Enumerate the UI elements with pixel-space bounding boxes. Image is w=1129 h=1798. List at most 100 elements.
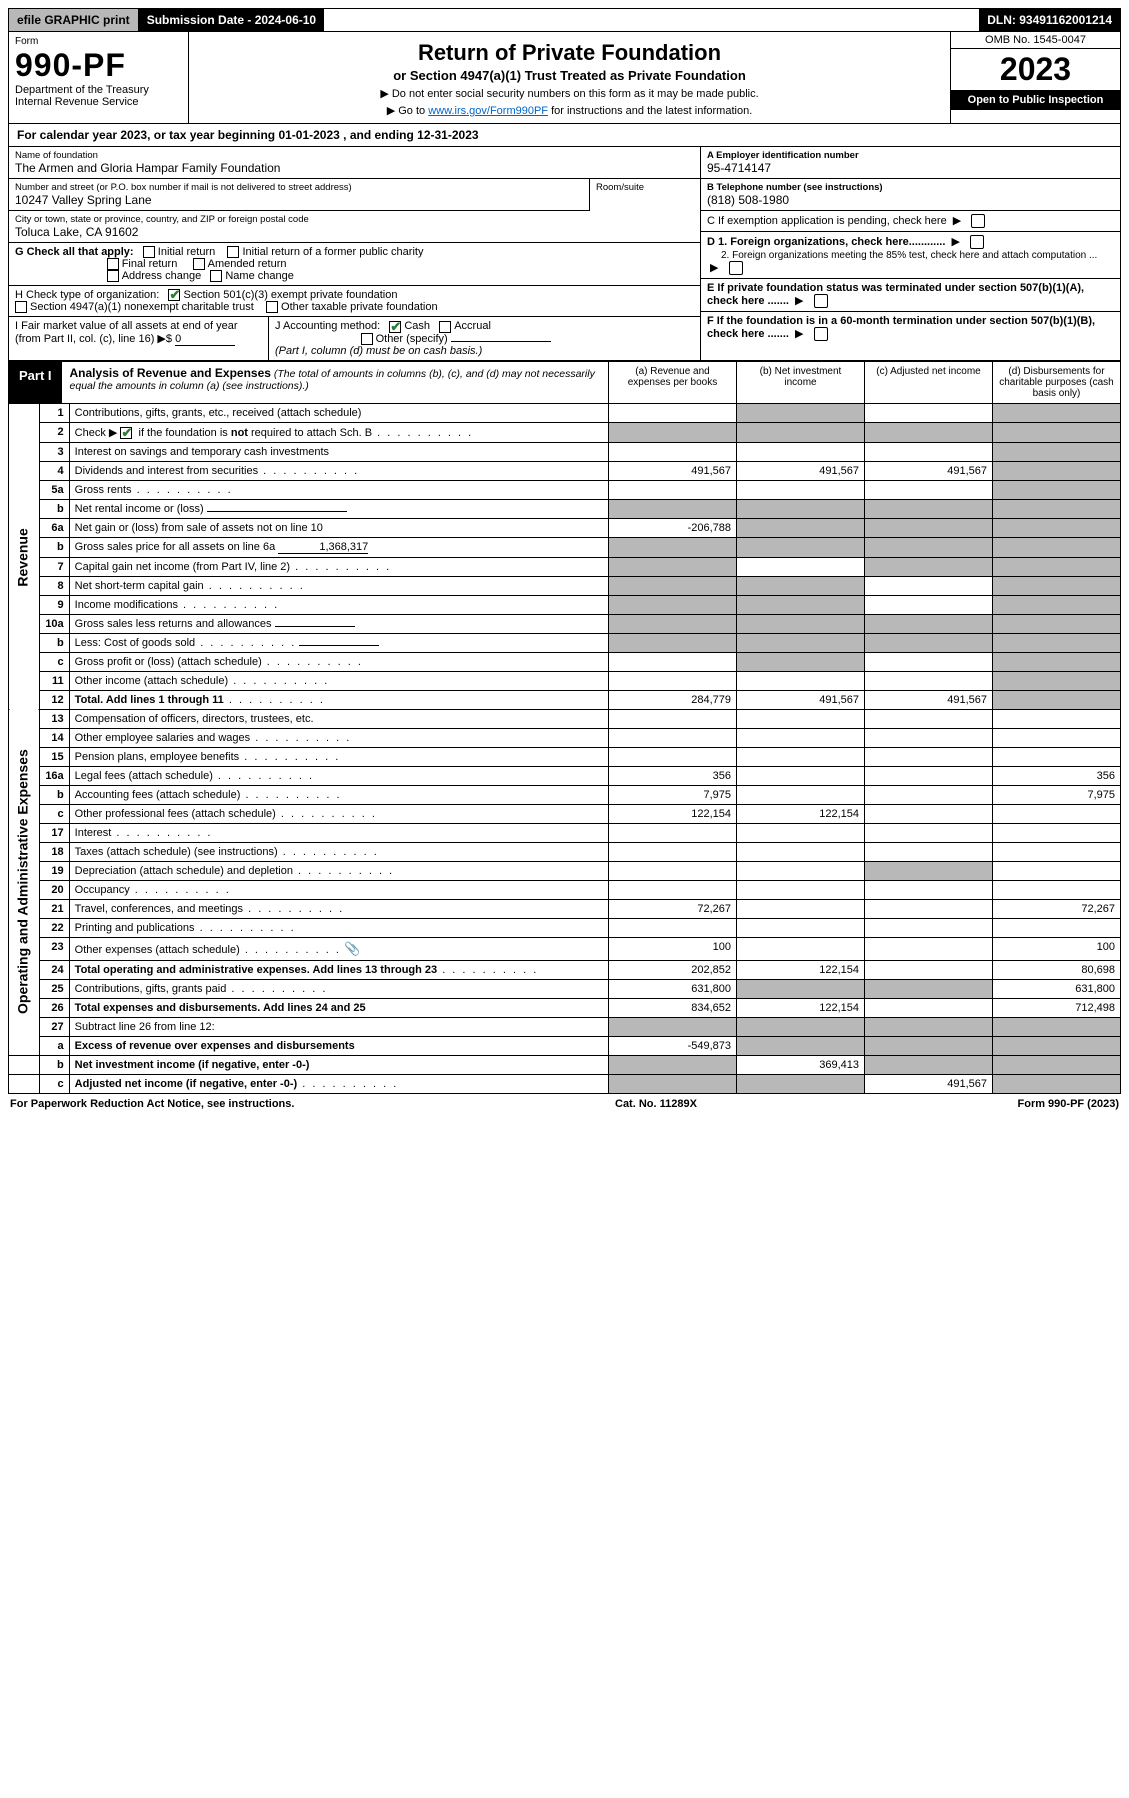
efile-badge[interactable]: efile GRAPHIC print [9, 9, 139, 31]
chk-e[interactable] [814, 294, 828, 308]
v16b-d: 7,975 [993, 785, 1121, 804]
chk-cash[interactable] [389, 321, 401, 333]
footer-right: Form 990-PF (2023) [1018, 1098, 1119, 1110]
opt-other: Other (specify) [376, 333, 448, 345]
footer-left: For Paperwork Reduction Act Notice, see … [10, 1098, 294, 1110]
revenue-sidelabel: Revenue [9, 404, 40, 710]
line-20: Occupancy [69, 880, 608, 899]
footer-mid: Cat. No. 11289X [615, 1098, 697, 1110]
top-bar: efile GRAPHIC print Submission Date - 20… [8, 8, 1121, 32]
chk-initial-former[interactable] [227, 246, 239, 258]
line-27b: Net investment income (if negative, ente… [69, 1055, 608, 1074]
line-27c: Adjusted net income (if negative, enter … [69, 1074, 608, 1093]
line-5a: Gross rents [69, 480, 608, 499]
line-7: Capital gain net income (from Part IV, l… [69, 557, 608, 576]
v24d: 80,698 [993, 960, 1121, 979]
line-17: Interest [69, 823, 608, 842]
col-b-hdr: (b) Net investment income [736, 362, 864, 403]
opt-other-tax: Other taxable private foundation [281, 301, 438, 313]
j-note: (Part I, column (d) must be on cash basi… [275, 345, 482, 357]
form-note1: ▶ Do not enter social security numbers o… [197, 87, 942, 100]
line-19: Depreciation (attach schedule) and deple… [69, 861, 608, 880]
chk-other-method[interactable] [361, 333, 373, 345]
chk-f[interactable] [814, 327, 828, 341]
v12a: 284,779 [609, 690, 737, 709]
chk-d2[interactable] [729, 261, 743, 275]
v24b: 122,154 [737, 960, 865, 979]
opt-cash: Cash [404, 320, 430, 332]
line-21: Travel, conferences, and meetings [69, 899, 608, 918]
room-label: Room/suite [596, 182, 694, 193]
line-14: Other employee salaries and wages [69, 728, 608, 747]
v23a: 100 [609, 937, 737, 960]
v16a-d: 356 [993, 766, 1121, 785]
col-d-hdr: (d) Disbursements for charitable purpose… [992, 362, 1120, 403]
phone-label: B Telephone number (see instructions) [707, 182, 883, 193]
opt-501c3: Section 501(c)(3) exempt private foundat… [183, 289, 397, 301]
name-label: Name of foundation [15, 150, 694, 161]
form-label: Form [15, 36, 182, 47]
opt-4947: Section 4947(a)(1) nonexempt charitable … [30, 301, 254, 313]
v25d: 631,800 [993, 979, 1121, 998]
page-footer: For Paperwork Reduction Act Notice, see … [8, 1094, 1121, 1114]
chk-c[interactable] [971, 214, 985, 228]
attachment-icon[interactable]: 📎 [344, 941, 360, 957]
line-11: Other income (attach schedule) [69, 671, 608, 690]
v26a: 834,652 [609, 998, 737, 1017]
opt-name: Name change [225, 270, 294, 282]
opt-accrual: Accrual [454, 320, 491, 332]
chk-d1[interactable] [970, 235, 984, 249]
city-label: City or town, state or province, country… [15, 214, 694, 225]
v25a: 631,800 [609, 979, 737, 998]
opt-initial-former: Initial return of a former public charit… [242, 246, 423, 258]
line-25: Contributions, gifts, grants paid [69, 979, 608, 998]
c-label: C If exemption application is pending, c… [707, 215, 947, 227]
form990pf-link[interactable]: www.irs.gov/Form990PF [428, 105, 548, 117]
g-row: G Check all that apply: Initial return I… [9, 243, 700, 286]
line-10b: Less: Cost of goods sold [69, 633, 608, 652]
form-number: 990-PF [15, 47, 182, 84]
line-6a: Net gain or (loss) from sale of assets n… [69, 518, 608, 537]
line-9: Income modifications [69, 595, 608, 614]
h-label: H Check type of organization: [15, 289, 159, 301]
chk-501c3[interactable] [168, 289, 180, 301]
chk-schb[interactable] [120, 427, 132, 439]
v24a: 202,852 [609, 960, 737, 979]
v6a: -206,788 [609, 518, 737, 537]
line-10a: Gross sales less returns and allowances [69, 614, 608, 633]
v16c-a: 122,154 [609, 804, 737, 823]
line-16a: Legal fees (attach schedule) [69, 766, 608, 785]
submission-date: Submission Date - 2024-06-10 [139, 9, 324, 31]
dept-label: Department of the Treasury [15, 84, 182, 96]
h-row: H Check type of organization: Section 50… [9, 286, 700, 317]
opt-addr: Address change [122, 270, 202, 282]
chk-initial[interactable] [143, 246, 155, 258]
chk-name-change[interactable] [210, 270, 222, 282]
note2-post: for instructions and the latest informat… [548, 105, 752, 117]
v12b: 491,567 [737, 690, 865, 709]
line-3: Interest on savings and temporary cash i… [69, 442, 608, 461]
v4a: 491,567 [609, 461, 737, 480]
v16b-a: 7,975 [609, 785, 737, 804]
line-12: Total. Add lines 1 through 11 [69, 690, 608, 709]
chk-accrual[interactable] [439, 321, 451, 333]
v4c: 491,567 [865, 461, 993, 480]
line-4: Dividends and interest from securities [69, 461, 608, 480]
chk-4947[interactable] [15, 301, 27, 313]
part1-header: Part I Analysis of Revenue and Expenses … [8, 361, 1121, 404]
line-10c: Gross profit or (loss) (attach schedule) [69, 652, 608, 671]
line-27a: Excess of revenue over expenses and disb… [69, 1036, 608, 1055]
line-6b: Gross sales price for all assets on line… [69, 537, 608, 557]
chk-other-tax[interactable] [266, 301, 278, 313]
line-22: Printing and publications [69, 918, 608, 937]
chk-amended[interactable] [193, 258, 205, 270]
chk-addr-change[interactable] [107, 270, 119, 282]
addr-label: Number and street (or P.O. box number if… [15, 182, 583, 193]
form-header: Form 990-PF Department of the Treasury I… [8, 32, 1121, 124]
line-8: Net short-term capital gain [69, 576, 608, 595]
chk-final[interactable] [107, 258, 119, 270]
part1-badge: Part I [9, 362, 62, 403]
ein-label: A Employer identification number [707, 150, 859, 161]
ein-value: 95-4714147 [707, 161, 1114, 175]
opt-initial: Initial return [158, 246, 215, 258]
